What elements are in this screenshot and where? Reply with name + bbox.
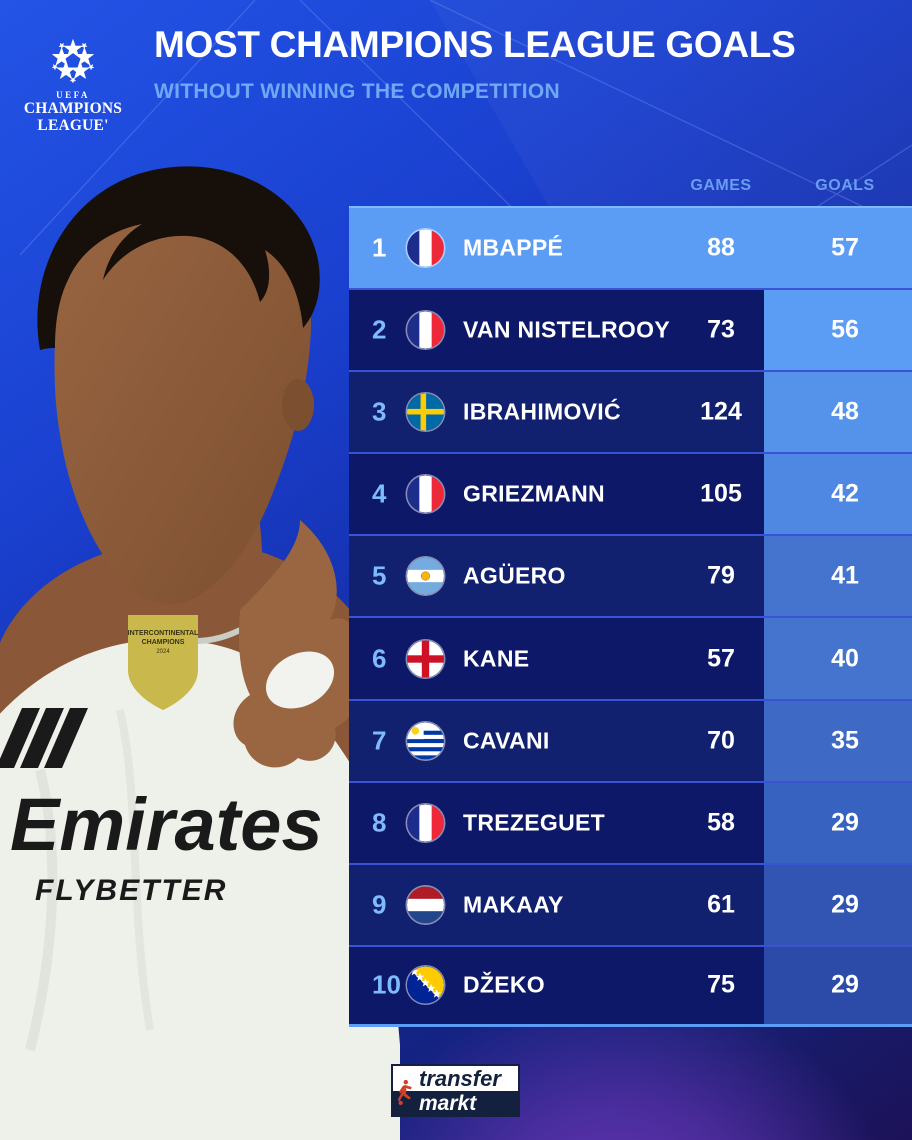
svg-text:FLYBETTER: FLYBETTER xyxy=(35,874,227,907)
svg-text:transfer: transfer xyxy=(419,1066,502,1091)
svg-text:INTERCONTINENTAL: INTERCONTINENTAL xyxy=(128,630,199,637)
svg-text:markt: markt xyxy=(419,1092,477,1115)
svg-text:2024: 2024 xyxy=(156,649,170,655)
svg-text:CHAMPIONS: CHAMPIONS xyxy=(142,639,185,646)
svg-text:Emirates: Emirates xyxy=(10,783,323,866)
